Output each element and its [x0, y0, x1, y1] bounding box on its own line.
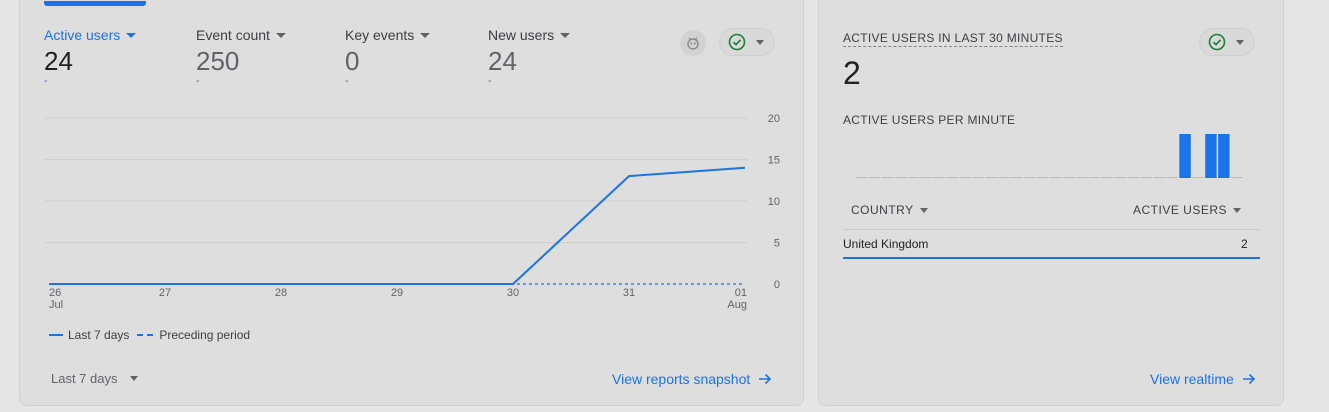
metric-tab-active-users[interactable]: Active users 24 - [44, 27, 137, 87]
metric-label: Event count [196, 27, 270, 43]
x-tick-label: 31 [623, 287, 635, 299]
x-tick-label: 27 [159, 287, 171, 299]
y-tick-label: 5 [774, 238, 780, 250]
metric-tab-key-events[interactable]: Key events 0 - [345, 27, 431, 87]
link-label: View realtime [1150, 371, 1234, 387]
per-minute-bar-chart [856, 134, 1243, 178]
metric-label: New users [488, 27, 555, 43]
arrow-right-icon [759, 373, 772, 385]
table-cell-users: 2 [1241, 237, 1248, 251]
x-tick-label: 26 [49, 287, 61, 299]
metric-value: 24 [44, 46, 73, 76]
series-line-last-7-days [49, 166, 746, 285]
column-header-active-users[interactable]: ACTIVE USERS [1133, 203, 1242, 217]
realtime-status-dropdown[interactable] [1199, 28, 1255, 56]
y-tick-label: 0 [774, 279, 780, 291]
per-minute-bar [1205, 134, 1217, 178]
x-tick-label: 01 [735, 287, 747, 299]
x-tick-month-label: Aug [727, 299, 747, 311]
check-circle-icon [728, 33, 746, 51]
caret-down-icon [756, 39, 764, 45]
insights-button[interactable] [680, 30, 706, 56]
per-minute-label: ACTIVE USERS PER MINUTE [843, 113, 1016, 127]
date-range-label: Last 7 days [51, 371, 118, 386]
metric-value: 250 [196, 46, 240, 76]
y-tick-label: 10 [768, 196, 780, 208]
metric-tab-new-users[interactable]: New users 24 - [488, 27, 571, 87]
per-minute-bar [1179, 134, 1191, 178]
metric-value: 0 [345, 46, 360, 76]
metric-delta: - [196, 75, 200, 87]
chart-legend: Last 7 days Preceding period [49, 328, 250, 342]
column-header-label: COUNTRY [851, 203, 914, 217]
metric-value: 24 [488, 46, 517, 76]
metric-tab-event-count[interactable]: Event count 250 - [196, 27, 286, 87]
realtime-card: ACTIVE USERS IN LAST 30 MINUTES 2 ACTIVE… [818, 0, 1284, 406]
caret-down-icon [126, 32, 137, 38]
table-divider [843, 229, 1260, 230]
link-label: View reports snapshot [612, 371, 751, 387]
metric-delta: - [488, 75, 492, 87]
caret-down-icon [1233, 207, 1242, 213]
y-tick-label: 20 [768, 113, 780, 125]
realtime-title[interactable]: ACTIVE USERS IN LAST 30 MINUTES [843, 31, 1063, 47]
caret-down-icon [1236, 39, 1244, 45]
x-tick-label: 30 [507, 287, 519, 299]
legend-label-current: Last 7 days [68, 328, 130, 342]
active-tab-indicator [44, 1, 146, 6]
metric-delta: - [345, 75, 349, 87]
y-tick-label: 15 [768, 155, 780, 167]
column-header-label: ACTIVE USERS [1133, 203, 1228, 217]
view-reports-snapshot-link[interactable]: View reports snapshot [612, 371, 772, 387]
date-range-dropdown[interactable]: Last 7 days [51, 371, 138, 386]
per-minute-bar [1218, 134, 1230, 178]
metric-label: Key events [345, 27, 415, 43]
view-realtime-link[interactable]: View realtime [1150, 371, 1256, 387]
table-row-bar [843, 257, 1260, 259]
metric-delta: - [44, 75, 48, 87]
legend-label-previous: Preceding period [159, 328, 251, 342]
insights-icon [687, 37, 699, 50]
caret-down-icon [560, 32, 571, 38]
data-status-dropdown[interactable] [719, 28, 775, 56]
metric-label: Active users [44, 27, 121, 43]
column-header-country[interactable]: COUNTRY [851, 203, 928, 217]
caret-down-icon [420, 32, 431, 38]
x-tick-month-label: Jul [49, 299, 63, 311]
x-tick-label: 29 [391, 287, 403, 299]
caret-down-icon [919, 207, 928, 213]
caret-down-icon [129, 376, 138, 381]
caret-down-icon [275, 32, 286, 38]
table-cell-country: United Kingdom [843, 237, 929, 251]
realtime-value: 2 [843, 55, 861, 91]
check-circle-icon [1208, 33, 1226, 51]
arrow-right-icon [1242, 373, 1255, 385]
reports-snapshot-card: Active users 24 - Event count 250 - Key … [19, 0, 804, 406]
legend-solid-swatch [49, 334, 63, 336]
x-tick-label: 28 [275, 287, 287, 299]
legend-dashed-swatch [137, 334, 154, 336]
